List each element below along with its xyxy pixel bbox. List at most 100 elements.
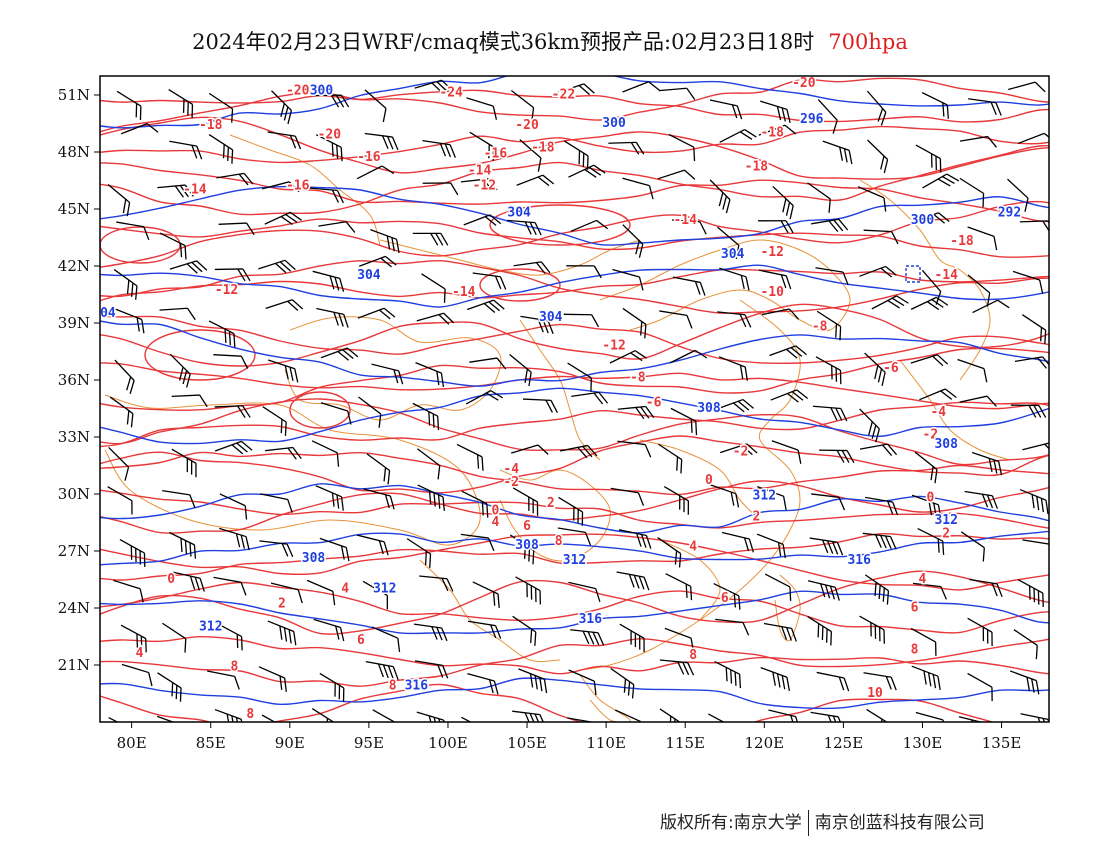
copyright-text: 版权所有:南京大学 [660,813,802,833]
wind-barb [719,443,758,456]
wind-barb [214,268,251,282]
wind-barb [518,668,548,694]
wind-barb [315,134,343,162]
height-label: 304 [539,310,563,325]
isotherm-label: -16 [286,179,310,194]
wind-barb [1022,442,1049,455]
map-plot-area: -20 -24 -22-20-18-20-20-18-18-16 -16-14 -18-… [100,76,1049,722]
boundary-line [774,574,801,642]
wind-barb [866,90,887,126]
wind-barb [406,538,432,568]
wind-barb [609,350,647,364]
isotherm-loop [289,391,351,429]
wind-barb [863,229,899,245]
height-label: 300 [602,116,626,131]
wind-barb [957,358,988,383]
isotherm-label: -14 [183,183,207,198]
height-label: 308 [515,538,539,553]
wind-barb [1022,539,1049,545]
isotherm-line [100,401,1049,448]
lat-tick-label: 24N [58,599,90,617]
wind-barb [960,531,985,562]
wind-barb [362,580,388,610]
wind-barb [469,357,507,370]
wind-barb [718,356,749,381]
wind-barb [108,717,134,722]
wind-barb [713,582,741,610]
wind-barb [168,88,194,119]
wind-barb [658,87,696,100]
wind-barb [1014,356,1049,369]
wind-barb [557,83,595,96]
wind-barb [721,531,755,553]
wind-barb [512,615,537,646]
wind-barb [313,94,350,108]
wind-barb [107,184,131,217]
wind-barb [416,312,455,325]
wind-barb [120,624,147,653]
wind-barb [862,532,897,550]
wind-barb [520,315,554,334]
wind-barb [618,529,652,549]
isotherm-label: 4 [689,540,697,555]
wind-barb [365,661,399,680]
wind-barb [219,527,250,551]
height-label: 308 [302,551,326,566]
wind-barb [319,537,350,562]
isotherm-label: 2 [278,597,286,612]
isotherm-label: 4 [341,582,349,597]
isotherm-label: 8 [555,534,563,549]
height-label: 312 [753,488,776,503]
wind-barb [159,307,196,321]
isotherm-label: -18 [950,234,974,249]
wind-barb [1017,579,1044,607]
wind-barb [467,672,499,695]
isotherm-label: 4 [919,572,927,587]
isotherm-line [100,162,1049,223]
isotherm-label: -20 [318,127,342,142]
height-label: 312 [199,620,222,635]
wind-barb [264,211,302,226]
wind-barb [807,580,840,601]
wind-barb [519,139,542,172]
copyright-footer: 版权所有:南京大学 南京创蓝科技有限公司 [660,808,985,836]
wind-barb [469,131,495,161]
wind-barb [1019,488,1049,515]
wind-barb [921,92,949,119]
wind-barb [815,267,849,286]
wind-barb [413,623,448,642]
wind-barb [616,571,650,591]
wind-barb [864,352,886,386]
wind-barb [758,269,792,290]
wind-barb [311,440,340,467]
wind-barb [318,221,356,233]
pressure-level: 700hpa [828,30,908,54]
wind-barb [917,527,945,555]
wind-barb [610,487,645,506]
geopotential-height-line [100,76,1049,129]
wind-barb [213,354,249,369]
isotherm-line [100,480,1049,534]
wind-barb [509,534,535,565]
lat-tick-label: 42N [58,257,90,275]
lon-tick-label: 125E [824,734,864,752]
isotherm-label: 2 [752,509,760,524]
wind-barb [571,391,609,405]
wind-barb [664,627,695,652]
wind-barb [270,582,303,604]
height-label: 312 [373,582,396,597]
title-main: 2024年02月23日WRF/cmaq模式36km预报产品:02月23日18时 [192,30,815,54]
wind-barb [709,99,743,120]
isotherm-label: -8 [812,319,828,334]
wind-barb [772,185,794,220]
height-label: 308 [934,437,958,452]
wind-barb [568,581,601,603]
wind-barb [109,396,134,428]
wind-barb [969,578,1003,598]
isotherm-label: -18 [199,118,223,133]
wind-barb [171,448,197,478]
isotherm-line [100,532,1049,581]
footer-separator [807,810,809,836]
wind-barb [622,307,647,339]
wind-barb [516,174,555,187]
